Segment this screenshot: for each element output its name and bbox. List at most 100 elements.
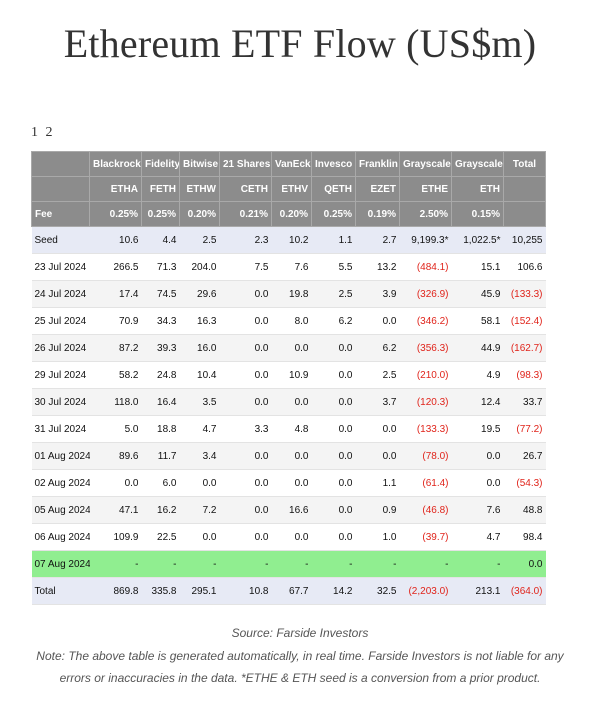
fee-header-cell-8: 2.50%	[399, 201, 452, 227]
table-cell: 0.0	[311, 415, 356, 443]
fee-header-cell-4: 0.21%	[219, 201, 272, 227]
fee-header-cell-0: Fee	[31, 201, 90, 227]
table-cell: (152.4)	[503, 307, 546, 335]
table-cell: (484.1)	[399, 253, 452, 281]
table-cell: 1.0	[355, 523, 400, 551]
ticker-header-cell-9: ETH	[451, 176, 504, 202]
row-date-cell: 25 Jul 2024	[31, 307, 90, 335]
table-cell: 33.7	[503, 388, 546, 416]
table-cell: 47.1	[89, 496, 142, 524]
table-cell: (120.3)	[399, 388, 452, 416]
table-cell: 4.4	[141, 226, 180, 254]
table-cell: 0.0	[219, 334, 272, 362]
row-date-cell: 30 Jul 2024	[31, 388, 90, 416]
table-cell: 109.9	[89, 523, 142, 551]
table-cell: 0.0	[311, 496, 356, 524]
table-cell: 19.8	[271, 280, 312, 308]
table-cell: 7.2	[179, 496, 220, 524]
issuer-header-row: Blackrock Fidelity Bitwise 21 Shares VanEck I…	[31, 151, 546, 177]
table-cell: 67.7	[271, 577, 312, 605]
table-cell: 0.0	[271, 523, 312, 551]
table-body: Seed 10.6 4.4 2.5 2.3 10.2 1.1 2.7 9,199.3* 1,022…	[31, 226, 546, 605]
table-cell: 1.1	[355, 469, 400, 497]
table-cell: 295.1	[179, 577, 220, 605]
table-cell: 6.0	[141, 469, 180, 497]
table-cell: 0.0	[179, 523, 220, 551]
fee-header-cell-3: 0.20%	[179, 201, 220, 227]
fee-header-cell-1: 0.25%	[89, 201, 142, 227]
ticker-header-row: ETHA FETH ETHW CETH ETHV QETH EZET ETHE ETH	[31, 176, 546, 202]
table-cell: 16.3	[179, 307, 220, 335]
table-cell: 74.5	[141, 280, 180, 308]
table-cell: 16.2	[141, 496, 180, 524]
page-link-2[interactable]: 2	[45, 125, 53, 140]
table-cell: (77.2)	[503, 415, 546, 443]
table-cell: 45.9	[451, 280, 504, 308]
table-cell: 0.0	[355, 442, 400, 470]
table-cell: -	[399, 550, 452, 578]
table-row: 23 Jul 2024 266.5 71.3 204.0 7.5 7.6 5.5 13.2 (4…	[31, 253, 546, 281]
ticker-header-cell-3: ETHW	[179, 176, 220, 202]
table-row: 31 Jul 2024 5.0 18.8 4.7 3.3 4.8 0.0 0.0 (133.3)…	[31, 415, 546, 443]
table-row: 26 Jul 2024 87.2 39.3 16.0 0.0 0.0 0.0 6.2 (356.…	[31, 334, 546, 362]
table-cell: 0.0	[219, 361, 272, 389]
table-cell: 87.2	[89, 334, 142, 362]
table-cell: 10.8	[219, 577, 272, 605]
table-row: 07 Aug 2024- - - - - - - - -0.0	[31, 550, 546, 578]
table-cell: -	[89, 550, 142, 578]
issuer-header-cell-2: Fidelity	[141, 151, 180, 177]
table-cell: 6.2	[355, 334, 400, 362]
table-cell: 13.2	[355, 253, 400, 281]
issuer-header-cell-5: VanEck	[271, 151, 312, 177]
ticker-header-cell-6: QETH	[311, 176, 356, 202]
table-cell: 12.4	[451, 388, 504, 416]
source-caption: Source: Farside Investors	[231, 626, 369, 640]
row-date-cell: Total	[31, 577, 90, 605]
table-cell: 0.0	[311, 442, 356, 470]
table-cell: (162.7)	[503, 334, 546, 362]
table-cell: (210.0)	[399, 361, 452, 389]
table-cell: 14.2	[311, 577, 356, 605]
table-cell: -	[355, 550, 400, 578]
issuer-header-cell-1: Blackrock	[89, 151, 142, 177]
ticker-header-cell-4: CETH	[219, 176, 272, 202]
table-cell: 0.0	[311, 523, 356, 551]
table-cell: 26.7	[503, 442, 546, 470]
ticker-header-cell-0	[31, 176, 90, 202]
table-cell: 71.3	[141, 253, 180, 281]
row-date-cell: 31 Jul 2024	[31, 415, 90, 443]
table-cell: 70.9	[89, 307, 142, 335]
table-cell: 19.5	[451, 415, 504, 443]
row-date-cell: 06 Aug 2024	[31, 523, 90, 551]
table-cell: 17.4	[89, 280, 142, 308]
table-cell: 44.9	[451, 334, 504, 362]
table-cell: 48.8	[503, 496, 546, 524]
table-cell: (98.3)	[503, 361, 546, 389]
page-title: Ethereum ETF Flow (US$m)	[63, 21, 537, 66]
table-cell: 266.5	[89, 253, 142, 281]
table-cell: 0.0	[311, 334, 356, 362]
fee-header-cell-10	[503, 201, 546, 227]
table-cell: 2.5	[311, 280, 356, 308]
table-cell: 11.7	[141, 442, 180, 470]
table-cell: 10.2	[271, 226, 312, 254]
table-cell: 2.5	[179, 226, 220, 254]
page-link-1[interactable]: 1	[31, 125, 38, 140]
table-row: 06 Aug 2024 109.9 22.5 0.0 0.0 0.0 0.0 1.0 (39.7…	[31, 523, 546, 551]
table-cell: 0.0	[451, 442, 504, 470]
table-row: 01 Aug 2024 89.6 11.7 3.4 0.0 0.0 0.0 0.0 (78.0)…	[31, 442, 546, 470]
table-cell: 16.4	[141, 388, 180, 416]
table-cell: 58.2	[89, 361, 142, 389]
table-cell: 118.0	[89, 388, 142, 416]
row-date-cell: 23 Jul 2024	[31, 253, 90, 281]
fee-header-row: Fee 0.25% 0.25% 0.20% 0.21% 0.20% 0.25% 0.19% 2.…	[31, 201, 546, 227]
table-cell: 0.0	[311, 469, 356, 497]
table-cell: -	[141, 550, 180, 578]
table-cell: 34.3	[141, 307, 180, 335]
table-cell: 0.0	[219, 442, 272, 470]
table-cell: 9,199.3*	[399, 226, 452, 254]
ticker-header-cell-8: ETHE	[399, 176, 452, 202]
row-date-cell: 01 Aug 2024	[31, 442, 90, 470]
table-cell: 0.0	[503, 550, 546, 578]
row-date-cell: 05 Aug 2024	[31, 496, 90, 524]
